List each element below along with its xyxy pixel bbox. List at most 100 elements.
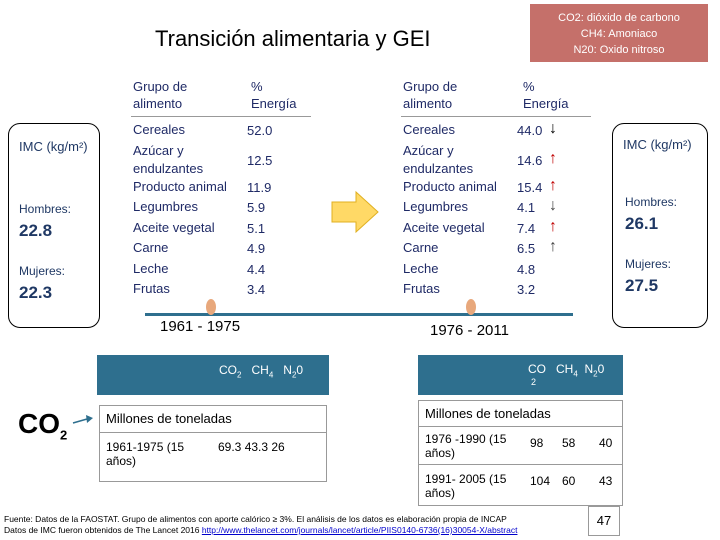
food-row: Frutas 3.2	[401, 280, 591, 301]
food-energy-value: 6.5	[517, 241, 536, 256]
men-label: Hombres:	[625, 195, 678, 209]
food-energy-value: 4.8	[517, 261, 536, 277]
group-header: Grupo de alimento	[133, 79, 188, 111]
food-name: Frutas	[133, 281, 170, 296]
food-energy-value: 15.4	[517, 179, 543, 195]
values-cell: 69.3 43.3 26	[218, 440, 285, 454]
up-arrow-icon: ↑	[549, 238, 557, 255]
footnote-imc-source: Datos de IMC fueron obtenidos de The Lan…	[4, 525, 584, 536]
food-energy-value: 12.5	[247, 152, 273, 168]
gas-labels: CO2 CH4 N20	[219, 363, 303, 379]
food-row: Aceite vegetal 5.1	[131, 219, 311, 240]
co2-big-label: CO2	[18, 408, 67, 443]
period-label-right: 1976 - 2011	[430, 322, 509, 339]
gas-labels: CO CH4 N20	[528, 361, 604, 382]
divider	[419, 464, 622, 465]
food-row: Azúcar y endulzantes 12.5	[131, 142, 311, 178]
legend-co2: CO2: dióxido de carbono	[558, 12, 680, 24]
timeline-bar	[145, 313, 573, 316]
emissions-table-left: Millones de toneladas 1961-1975 (15 años…	[99, 405, 327, 482]
food-energy-value: 44.0	[517, 123, 543, 138]
energy-header: % Energía	[523, 79, 569, 111]
food-table-left: Grupo de alimento % Energía Cereales 52.0…	[131, 78, 311, 301]
food-name: Cereales	[133, 122, 186, 137]
food-row: Leche 4.4	[131, 260, 311, 281]
food-energy-value: 4.1	[517, 200, 536, 215]
food-row: Aceite vegetal 7.4 ↑	[401, 217, 591, 240]
n2o-cell: 40	[599, 436, 613, 450]
imc-panel-left: IMC (kg/m²) Hombres: 22.8 Mujeres: 22.3	[8, 123, 100, 328]
footnote-source: Fuente: Datos de la FAOSTAT. Grupo de al…	[4, 514, 507, 524]
food-rows-left: Cereales 52.0 Azúcar y endulzantes 12.5 Prod…	[131, 121, 311, 301]
food-energy-value: 3.2	[517, 282, 536, 297]
co2-subscript-right: 2	[531, 377, 537, 387]
legend-n2o: N20: Oxido nitroso	[573, 44, 665, 56]
unit-label: Millones de toneladas	[106, 411, 232, 426]
footnote: Fuente: Datos de la FAOSTAT. Grupo de al…	[4, 514, 584, 536]
food-name: Leche	[133, 260, 169, 276]
co2-cell: 104	[530, 474, 551, 488]
food-energy-value: 4.4	[247, 261, 266, 277]
ch4-cell: 60	[562, 474, 576, 488]
up-arrow-icon: ↑	[549, 176, 557, 194]
food-row: Azúcar y endulzantes 14.6 ↑	[401, 142, 591, 178]
women-imc-value: 22.3	[19, 283, 53, 302]
divider	[419, 426, 622, 427]
food-name: Aceite vegetal	[403, 219, 485, 235]
lancet-link[interactable]: http://www.thelancet.com/journals/lancet…	[201, 525, 518, 535]
period-cell: 1961-1975 (15 años)	[106, 440, 185, 468]
food-energy-value: 5.9	[247, 200, 266, 215]
women-imc-value: 27.5	[625, 276, 659, 295]
men-label: Hombres:	[19, 202, 72, 216]
food-energy-value: 14.6	[517, 152, 543, 168]
period-cell: 1991- 2005 (15 años)	[425, 472, 507, 500]
food-row: Cereales 52.0	[131, 121, 311, 142]
transition-arrow-icon	[331, 190, 379, 234]
food-row: Carne 6.5 ↑	[401, 238, 591, 260]
ch4-subscript: 4	[268, 370, 274, 380]
up-arrow-icon: ↑	[549, 149, 557, 167]
food-row: Producto animal 11.9	[131, 178, 311, 199]
food-row: Producto animal 15.4 ↑	[401, 176, 591, 199]
imc-header: IMC (kg/m²)	[19, 139, 88, 154]
food-energy-value: 4.9	[247, 241, 266, 256]
food-name: Frutas	[403, 281, 440, 296]
n2o-subscript: 2	[593, 369, 598, 379]
food-rows-right: Cereales 44.0 ↓ Azúcar y endulzantes 14.6 ↑ Pr…	[401, 120, 591, 301]
group-header: Grupo de alimento	[403, 79, 458, 111]
food-name: Carne	[133, 240, 169, 255]
food-name: Legumbres	[133, 199, 199, 214]
food-name: Carne	[403, 240, 439, 255]
period-label-left: 1961 - 1975	[160, 318, 241, 335]
gas-legend: CO2: dióxido de carbono CH4: Amoniaco N2…	[530, 4, 708, 62]
food-energy-value: 52.0	[247, 123, 273, 138]
n2o-tail: 0	[296, 363, 304, 377]
timeline-marker-left	[206, 299, 216, 315]
women-label: Mujeres:	[19, 264, 66, 278]
food-name: Producto animal	[133, 178, 227, 194]
period-cell: 1976 -1990 (15 años)	[425, 432, 507, 460]
legend-ch4: CH4: Amoniaco	[580, 28, 658, 40]
timeline-marker-right	[466, 299, 476, 315]
imc-header: IMC (kg/m²)	[623, 137, 692, 152]
divider	[100, 432, 326, 433]
gas-header-right: CO CH4 N20 2	[418, 355, 623, 395]
page-title: Transición alimentaria y GEI	[155, 26, 431, 51]
food-name: Azúcar y endulzantes	[403, 142, 474, 176]
food-name: Cereales	[403, 122, 456, 137]
n2o-label: N	[584, 362, 594, 376]
imc-panel-right: IMC (kg/m²) Hombres: 26.1 Mujeres: 27.5	[612, 123, 708, 328]
n2o-cell: 43	[599, 474, 613, 488]
food-energy-value: 11.9	[247, 179, 272, 195]
men-imc-value: 22.8	[19, 221, 53, 240]
food-name: Legumbres	[403, 199, 469, 214]
up-arrow-icon: ↑	[549, 217, 557, 235]
n2o-tail: 0	[597, 362, 605, 376]
food-energy-value: 3.4	[247, 282, 266, 297]
footnote-imc-text: Datos de IMC fueron obtenidos de The Lan…	[4, 525, 202, 535]
food-name: Leche	[403, 260, 439, 276]
men-imc-value: 26.1	[625, 214, 659, 233]
food-name: Producto animal	[403, 178, 497, 194]
gas-header-left: CO2 CH4 N20	[97, 355, 329, 395]
ch4-label: CH	[251, 363, 269, 377]
